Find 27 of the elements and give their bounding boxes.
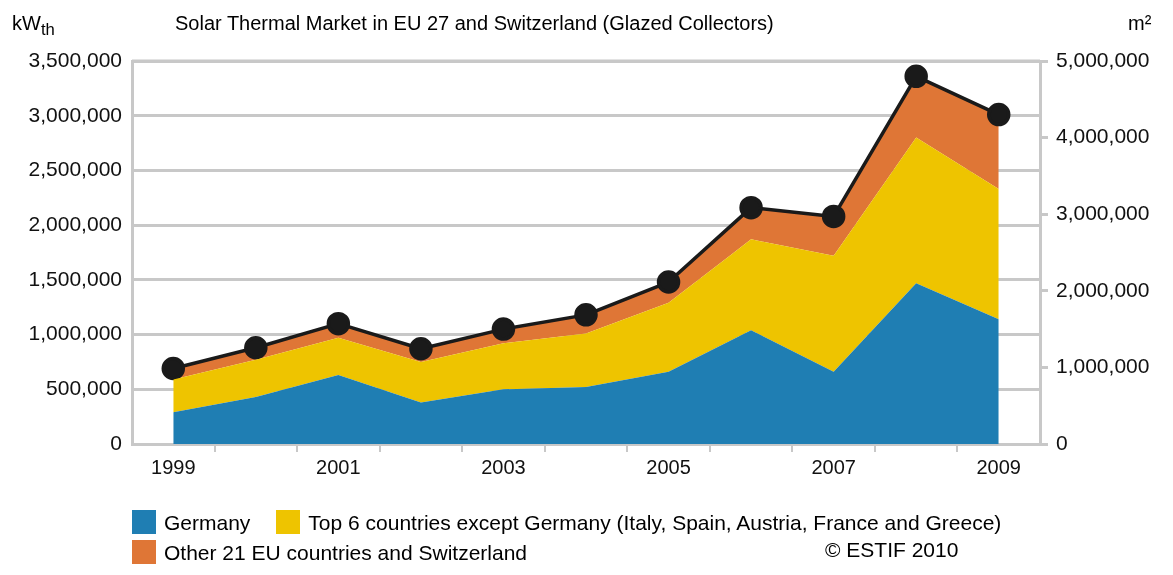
legend-label: Top 6 countries except Germany (Italy, Spain, Austria, France and Greece): [308, 511, 1002, 534]
x-tick-label: 2005: [646, 455, 691, 478]
y-tick-label: 500,000: [46, 376, 122, 400]
y2-tick-label: 5,000,000: [1056, 47, 1150, 71]
x-tick-label: 2001: [316, 455, 361, 478]
y-tick-label: 3,500,000: [28, 47, 122, 71]
y2-tick-label: 3,000,000: [1056, 201, 1150, 224]
legend-label: Other 21 EU countries and Switzerland: [164, 541, 528, 564]
y-axis-title: kW$_{th}$: [12, 12, 55, 40]
y2-tick-label: 2,000,000: [1056, 277, 1150, 301]
y2-axis-title: m²: [1128, 12, 1152, 35]
y-tick-label: 1,000,000: [28, 321, 122, 345]
x-tick-label: 2009: [976, 455, 1021, 478]
y-tick-label: 2,500,000: [28, 157, 122, 181]
y-tick-label: 3,000,000: [28, 102, 122, 126]
y2-tick-label: 0: [1056, 430, 1068, 454]
x-tick-label: 1999: [151, 455, 196, 478]
y-tick-label: 1,500,000: [28, 266, 122, 290]
legend-label: Germany: [164, 511, 251, 534]
x-tick-label: 2007: [811, 455, 856, 478]
x-tick-label: 2003: [481, 455, 526, 478]
y-tick-label: 2,000,000: [28, 211, 122, 235]
y2-tick-label: 4,000,000: [1056, 124, 1150, 148]
chart-title: Solar Thermal Market in EU 27 and Switzerland (Glazed Collectors): [175, 12, 774, 35]
text: © ESTIF 2010: [825, 538, 959, 562]
y-tick-label: 0: [110, 430, 122, 454]
y2-tick-label: 1,000,000: [1056, 354, 1150, 378]
